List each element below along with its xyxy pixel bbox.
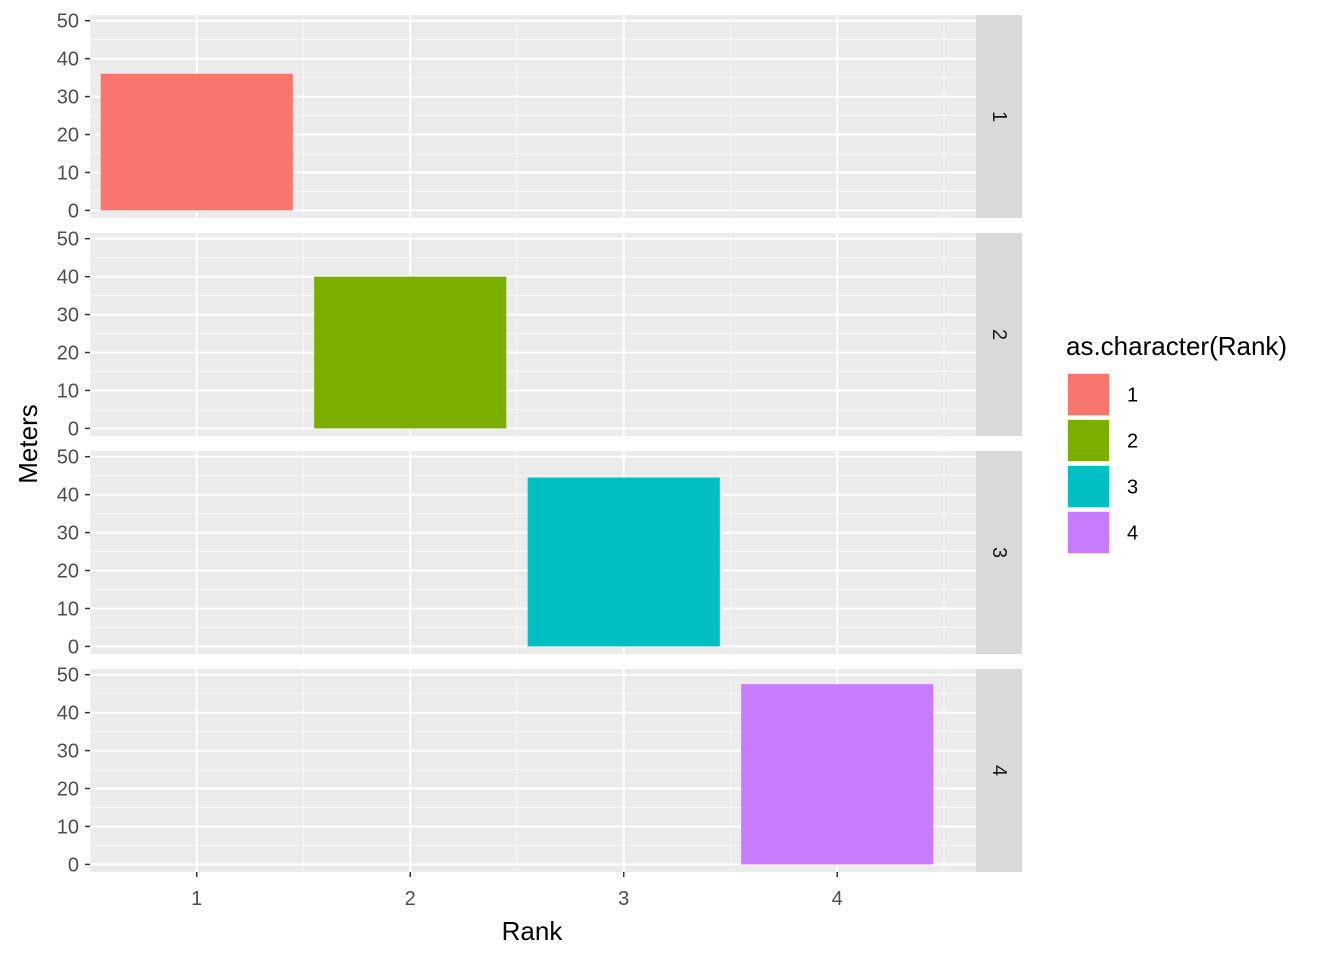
y-tick-label: 30 <box>57 741 79 763</box>
y-tick-label: 20 <box>57 779 79 801</box>
y-tick-label: 50 <box>57 665 79 687</box>
facet-strip-label: 1 <box>988 111 1010 122</box>
y-tick-label: 0 <box>68 854 79 876</box>
y-tick-label: 40 <box>57 485 79 507</box>
bar-rank-4 <box>741 684 934 865</box>
facet-panels: 0102030405010102030405020102030405030102… <box>57 11 1022 876</box>
x-tick-label: 4 <box>832 888 843 910</box>
facet-strip <box>976 15 1022 218</box>
y-tick-label: 50 <box>57 229 79 251</box>
y-tick-label: 50 <box>57 447 79 469</box>
y-tick-label: 30 <box>57 523 79 545</box>
panel-background <box>90 233 976 436</box>
legend-key-2 <box>1068 420 1109 461</box>
legend-label-4: 4 <box>1127 523 1138 545</box>
y-tick-label: 40 <box>57 267 79 289</box>
bar-rank-2 <box>314 276 507 429</box>
x-axis-title: Rank <box>502 916 564 946</box>
facet-panel-3: 0 10 20 30 40 50 3 <box>57 447 1022 658</box>
y-axis-title: Meters <box>13 404 43 483</box>
y-tick-label: 30 <box>57 87 79 109</box>
legend-key-3 <box>1068 466 1109 507</box>
x-tick-label: 2 <box>405 888 416 910</box>
bar-rank-1 <box>100 73 293 211</box>
facet-panel-4: 0 10 20 30 40 50 4 <box>57 665 1022 876</box>
facet-panel-1: 0 10 20 30 40 50 1 <box>57 11 1022 222</box>
facet-panel-2: 0 10 20 30 40 50 2 <box>57 229 1022 440</box>
legend-label-1: 1 <box>1127 385 1138 407</box>
facet-strip-label: 2 <box>988 329 1010 340</box>
y-tick-label: 0 <box>68 200 79 222</box>
facet-strip <box>976 669 1022 872</box>
facet-strip-label: 3 <box>988 547 1010 558</box>
y-tick-label: 20 <box>57 125 79 147</box>
y-tick-label: 0 <box>68 636 79 658</box>
x-tick-label: 1 <box>191 888 202 910</box>
y-tick-label: 10 <box>57 816 79 838</box>
y-tick-label: 10 <box>57 380 79 402</box>
legend-key-4 <box>1068 512 1109 553</box>
y-tick-label: 30 <box>57 305 79 327</box>
y-tick-label: 40 <box>57 703 79 725</box>
y-tick-label: 10 <box>57 598 79 620</box>
y-tick-label: 0 <box>68 418 79 440</box>
facet-strip <box>976 451 1022 654</box>
facet-strip-label: 4 <box>988 765 1010 776</box>
legend-label-2: 2 <box>1127 431 1138 453</box>
y-tick-label: 40 <box>57 49 79 71</box>
legend: as.character(Rank) 1 2 3 4 <box>1066 331 1287 554</box>
bar-rank-3 <box>527 477 720 647</box>
y-tick-label: 50 <box>57 11 79 33</box>
facet-strip <box>976 233 1022 436</box>
legend-label-3: 3 <box>1127 477 1138 499</box>
legend-key-1 <box>1068 374 1109 415</box>
y-tick-label: 20 <box>57 343 79 365</box>
x-tick-label: 3 <box>618 888 629 910</box>
y-tick-label: 10 <box>57 162 79 184</box>
y-tick-label: 20 <box>57 561 79 583</box>
x-axis: 1 2 3 4 <box>191 872 843 910</box>
legend-title: as.character(Rank) <box>1066 331 1287 361</box>
